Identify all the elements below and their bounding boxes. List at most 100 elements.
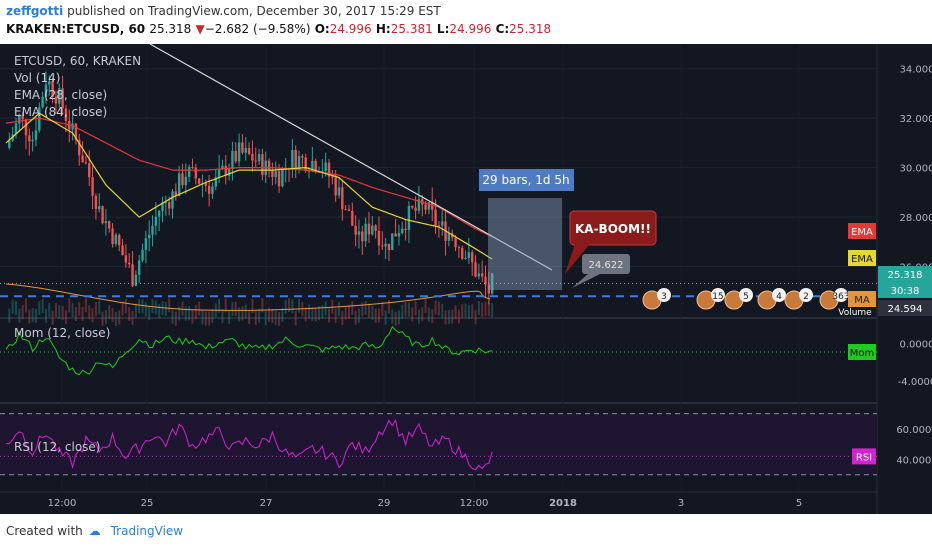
volume-bar — [351, 300, 354, 315]
volume-bar — [318, 306, 321, 321]
volume-bar — [88, 305, 91, 320]
ohlc-line: KRAKEN:ETCUSD, 60 25.318 ▼−2.682 (−9.58%… — [6, 22, 551, 36]
chart-area[interactable]: 34.00032.00030.00028.00026.00012:0025272… — [0, 43, 932, 514]
volume-bar — [24, 298, 27, 313]
event-count: 4 — [776, 292, 782, 302]
volume-bar — [341, 311, 344, 326]
candle-body — [184, 176, 188, 186]
candle-body — [28, 135, 31, 142]
small-callout-box[interactable] — [582, 254, 630, 274]
countdown-tag: 30:38 — [891, 286, 920, 297]
volume-bar — [81, 306, 84, 321]
event-count-bubble — [711, 288, 725, 302]
price-tick-label: 30.000 — [900, 164, 932, 175]
candle-body — [161, 202, 164, 212]
candle-body — [464, 258, 467, 260]
price-tick-label: 32.000 — [900, 114, 932, 125]
candle-body — [227, 168, 231, 176]
price-change: −2.682 (−9.58%) — [204, 22, 311, 36]
candle-body — [424, 204, 427, 210]
volume-bar — [447, 309, 450, 324]
volume-bar — [414, 301, 417, 316]
time-tick-label: 12:00 — [460, 498, 489, 509]
last-price-tag-bg — [878, 266, 932, 282]
candle-body — [41, 96, 44, 108]
measure-label: 29 bars, 1d 5h — [482, 173, 569, 187]
volume-bar — [288, 298, 291, 313]
candle-body — [74, 123, 78, 140]
event-count: 3 — [661, 292, 667, 302]
volume-bar — [48, 302, 51, 317]
author-name[interactable]: zeffgotti — [6, 4, 64, 18]
candle-body — [324, 162, 327, 172]
event-count-bubble — [772, 288, 786, 302]
last-price: 25.318 — [149, 22, 192, 36]
volume-bar — [78, 301, 81, 316]
candle-body — [401, 228, 404, 234]
candle-body — [254, 160, 257, 162]
volume-bar — [457, 309, 460, 324]
volume-bar — [18, 308, 21, 323]
candle-body — [48, 81, 51, 85]
candle-body — [417, 199, 421, 211]
volume-bar — [298, 298, 301, 313]
volume-bar — [374, 308, 377, 323]
candle-body — [414, 207, 417, 211]
candle-body — [91, 177, 94, 196]
candle-body — [384, 243, 387, 247]
candle-body — [404, 228, 407, 231]
volume-bar — [171, 309, 174, 324]
measure-box[interactable] — [488, 198, 562, 290]
volume-bar — [41, 299, 44, 314]
candle-body — [81, 155, 84, 163]
volume-bar — [178, 306, 181, 321]
ma-tag-bg — [848, 291, 876, 307]
volume-bar — [427, 307, 430, 322]
candle-body — [377, 230, 381, 246]
volume-bar — [258, 308, 261, 323]
candle-body — [191, 167, 194, 169]
candle-body — [88, 163, 91, 178]
volume-bar — [477, 300, 480, 315]
measure-label-box[interactable] — [479, 169, 574, 191]
volume-bar — [174, 311, 177, 326]
volume-bar — [191, 309, 194, 324]
volume-bar — [151, 299, 154, 314]
candle-body — [361, 231, 364, 242]
volume-bar — [471, 304, 474, 319]
close-label: C: — [495, 22, 510, 36]
candle-body — [271, 170, 274, 178]
candle-body — [104, 221, 108, 224]
candle-body — [281, 168, 284, 187]
candle-body — [24, 119, 28, 136]
volume-bar — [218, 298, 221, 313]
candle-body — [277, 171, 281, 187]
candle-body — [21, 114, 24, 120]
candle-body — [14, 123, 18, 135]
volume-bar — [451, 309, 454, 324]
volume-bar — [244, 304, 247, 319]
volume-bar — [474, 310, 477, 325]
volume-bar — [304, 307, 307, 322]
candle-body — [174, 191, 178, 196]
mom-tick-label: 0.0000 — [900, 340, 932, 351]
candle-body — [334, 177, 337, 196]
volume-bar — [44, 308, 47, 323]
volume-bar — [91, 308, 94, 323]
candle-body — [124, 255, 128, 263]
tradingview-logo-icon[interactable]: ☁ — [88, 524, 101, 538]
candle-body — [44, 84, 48, 97]
candle-body — [244, 148, 247, 153]
volume-bar — [28, 309, 31, 324]
brand-link[interactable]: TradingView — [110, 524, 184, 538]
volume-bar — [224, 298, 227, 313]
volume-bar — [401, 305, 404, 320]
volume-bar — [484, 301, 487, 316]
candle-body — [164, 202, 168, 204]
candle-body — [294, 149, 297, 170]
callout-box[interactable] — [569, 210, 657, 246]
event-count-bubble — [799, 288, 813, 302]
candle-body — [101, 206, 104, 224]
candle-body — [207, 185, 211, 194]
ema-28-line — [5, 112, 493, 260]
